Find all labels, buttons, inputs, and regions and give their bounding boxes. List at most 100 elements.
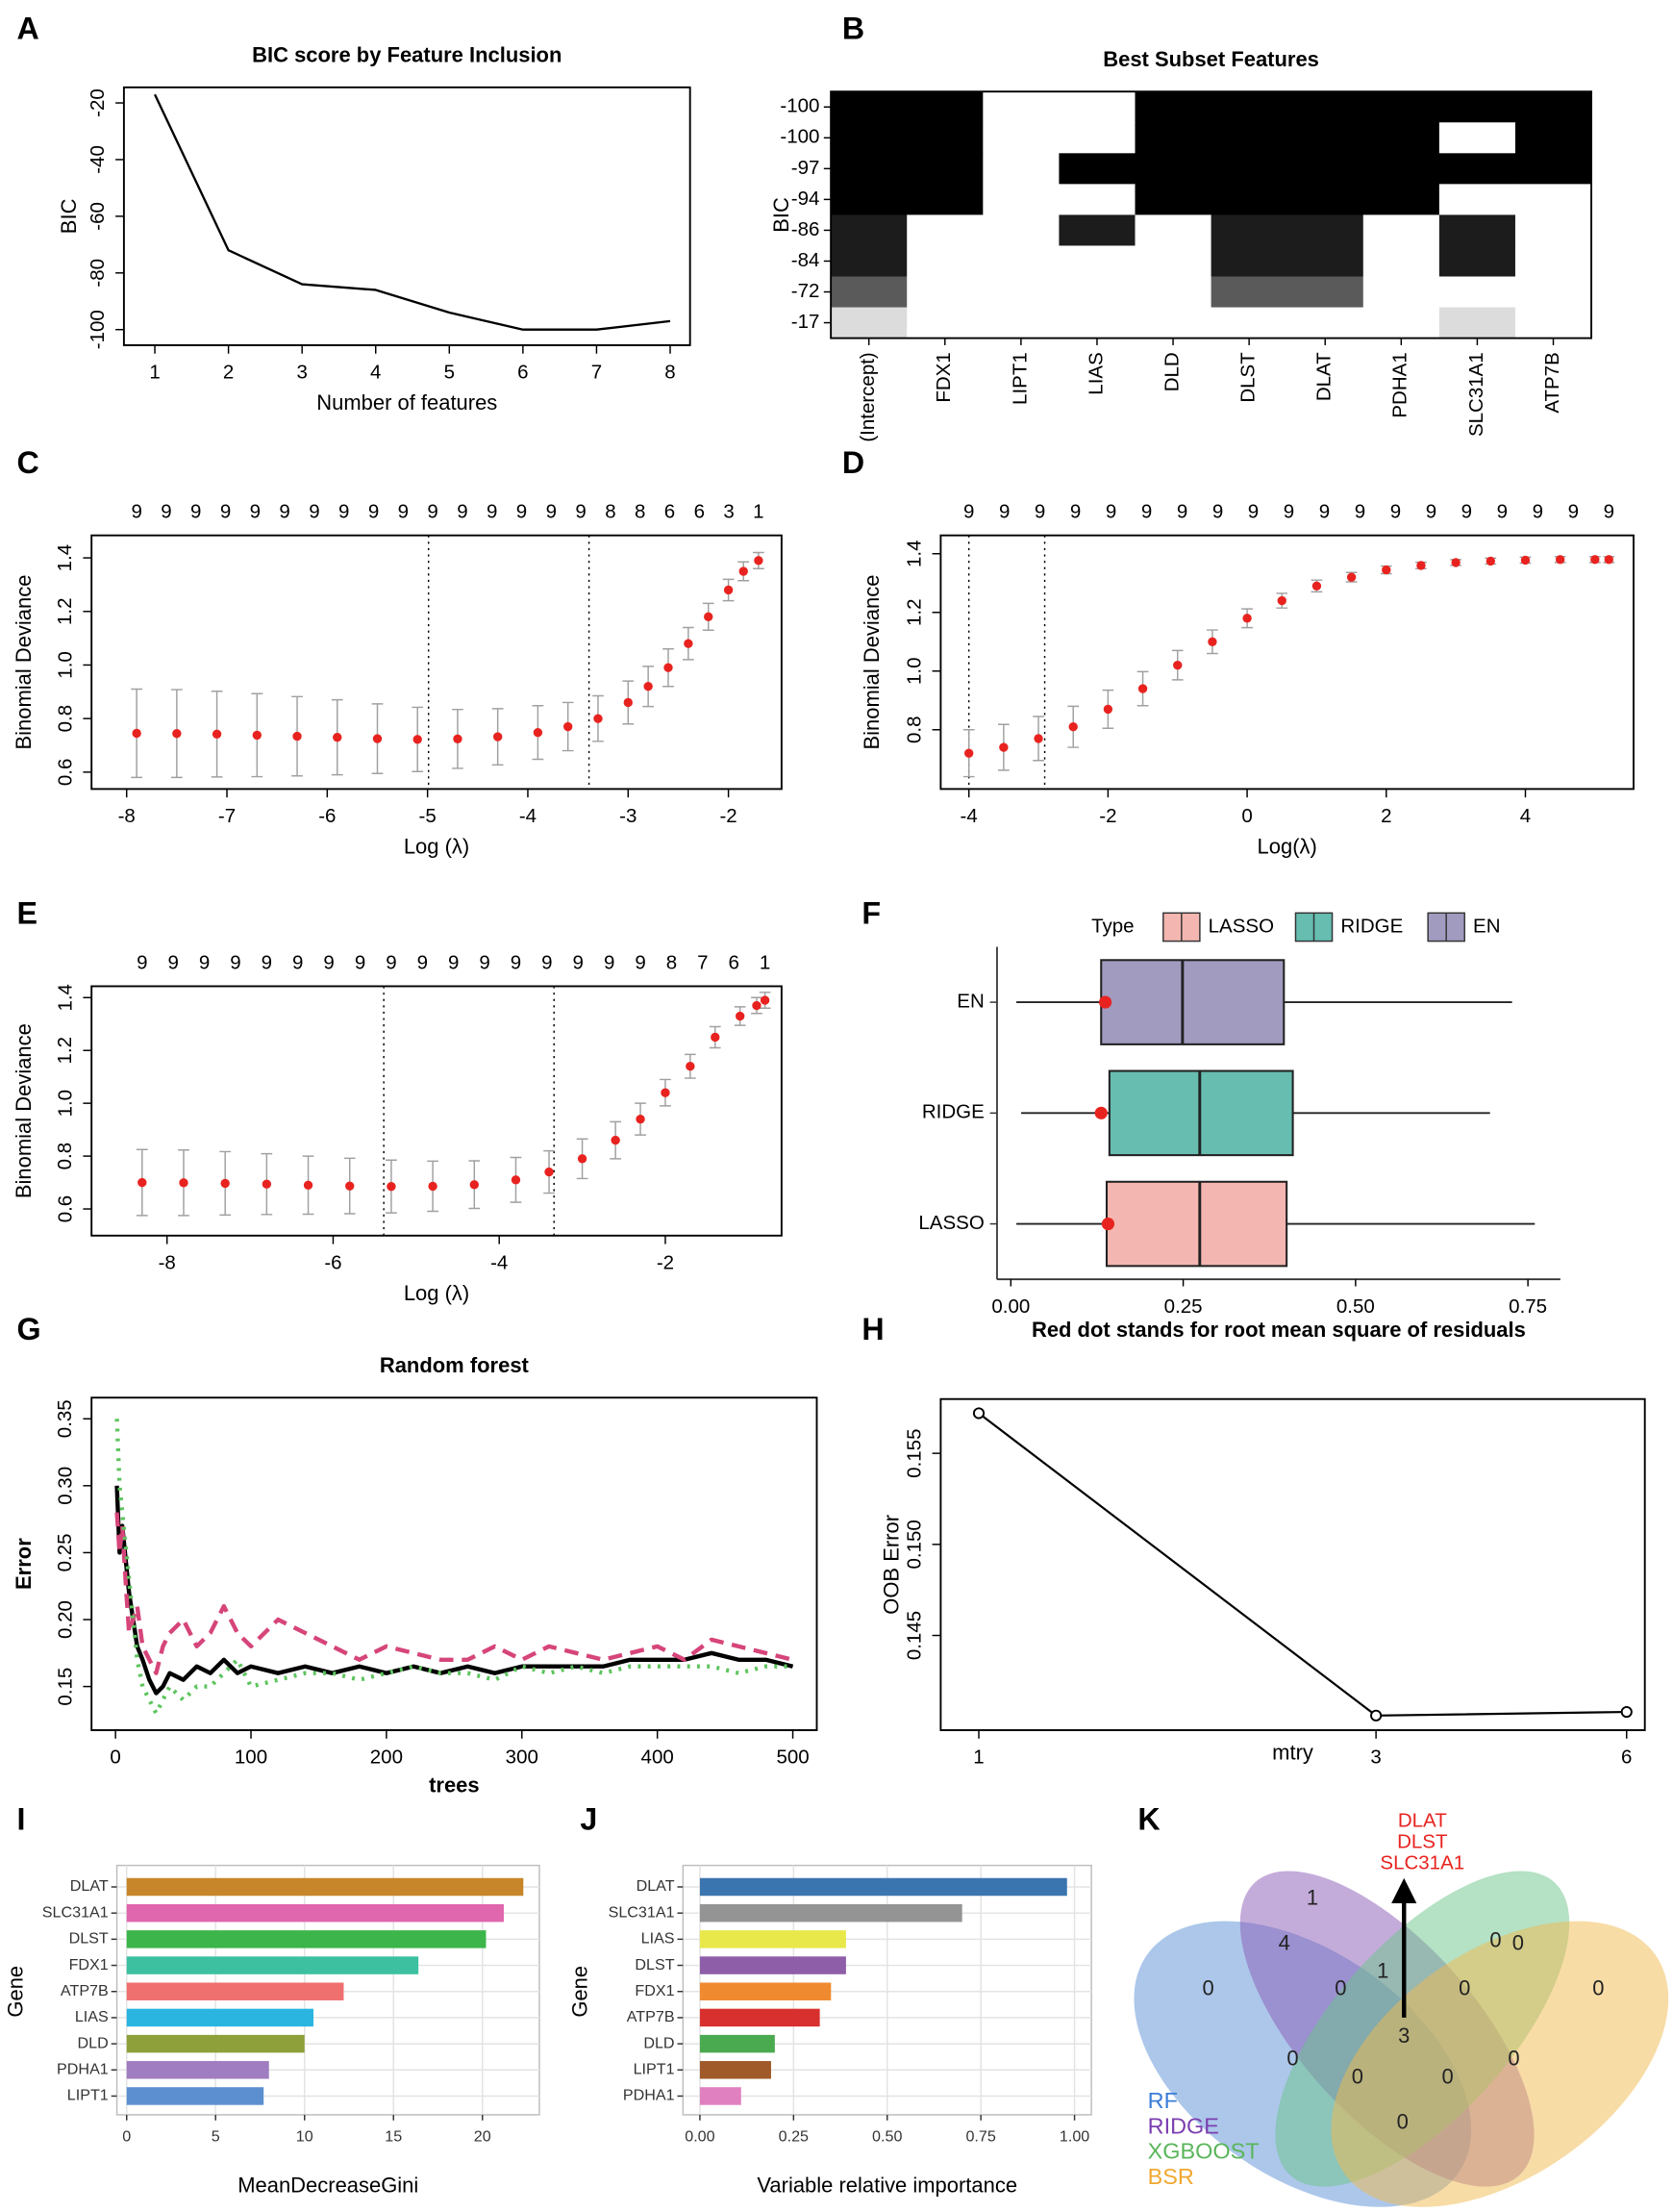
x-tick-label: 2 xyxy=(223,362,234,384)
category-label: LIPT1 xyxy=(634,2061,675,2078)
point xyxy=(684,639,693,648)
x-tick-label: -3 xyxy=(619,805,637,827)
x-tick-label: 0.50 xyxy=(1336,1295,1375,1318)
x-tick-label: 200 xyxy=(370,1747,403,1769)
cell xyxy=(831,122,908,154)
top-label: 1 xyxy=(753,501,763,523)
x-tick-label: -6 xyxy=(318,805,336,827)
category-label: FDX1 xyxy=(635,1982,674,1999)
x-tick-label: -4 xyxy=(961,805,978,827)
y-tick-label: 1.4 xyxy=(54,544,76,572)
y-tick-label: 0.20 xyxy=(54,1600,76,1639)
top-label: 9 xyxy=(1070,501,1081,523)
point xyxy=(963,748,974,758)
point xyxy=(492,732,503,742)
cell xyxy=(907,245,984,278)
top-label: 9 xyxy=(279,501,289,523)
column-label: (Intercept) xyxy=(857,352,879,441)
top-label: 9 xyxy=(190,501,201,523)
cell xyxy=(1514,245,1592,278)
cell xyxy=(1362,276,1440,309)
category-label: DLAT xyxy=(637,1877,675,1895)
x-tick-label: -2 xyxy=(1099,805,1116,827)
point xyxy=(1173,660,1183,670)
point xyxy=(1137,684,1148,693)
point xyxy=(1604,555,1613,565)
plot-frame xyxy=(90,1396,818,1731)
cell xyxy=(1135,184,1212,215)
top-label: 9 xyxy=(575,501,586,523)
point xyxy=(1242,614,1252,623)
point xyxy=(137,1177,147,1188)
x-tick-label: 0.00 xyxy=(991,1295,1030,1318)
region-count: 1 xyxy=(1307,1886,1318,1910)
x-tick-label: -4 xyxy=(490,1251,508,1273)
x-tick-label: 4 xyxy=(1520,805,1531,827)
cell xyxy=(1286,245,1364,278)
x-tick-label: 4 xyxy=(370,362,381,384)
x-tick-label: 0.75 xyxy=(1509,1295,1547,1318)
cell xyxy=(1362,307,1440,339)
cell xyxy=(1059,245,1136,278)
chart-title: BIC score by Feature Inclusion xyxy=(252,42,562,66)
rmse-point xyxy=(1098,995,1112,1009)
bar xyxy=(126,1930,487,1948)
point xyxy=(972,1407,986,1420)
plot-frame xyxy=(939,534,1635,791)
point xyxy=(412,735,422,744)
category-label: DLAT xyxy=(70,1877,109,1895)
row-label: -100 xyxy=(780,95,819,117)
cell xyxy=(1514,91,1592,123)
cell xyxy=(1362,91,1440,123)
point xyxy=(1370,1709,1383,1722)
box xyxy=(1105,1180,1288,1268)
y-axis-label: Gene xyxy=(3,1966,27,2018)
column-label: LIPT1 xyxy=(1009,352,1031,405)
top-label: 9 xyxy=(635,951,645,973)
top-label: 9 xyxy=(398,501,409,523)
column-label: PDHA1 xyxy=(1389,352,1411,417)
top-label: 9 xyxy=(541,951,552,973)
cell xyxy=(1438,184,1516,215)
top-label: 9 xyxy=(137,951,147,973)
bar xyxy=(699,2087,741,2105)
panel-letter: E xyxy=(17,896,37,931)
y-axis-label: Binomial Deviance xyxy=(12,1023,36,1198)
x-tick-label: 15 xyxy=(385,2128,402,2146)
category-label: DLST xyxy=(635,1956,674,1973)
y-tick-label: 0.6 xyxy=(54,1195,76,1223)
x-tick-label: -8 xyxy=(118,805,136,827)
x-tick-label: 6 xyxy=(517,362,528,384)
top-label: 9 xyxy=(963,501,974,523)
annotation: SLC31A1 xyxy=(1380,1852,1464,1874)
region-count: 0 xyxy=(1512,1930,1524,1954)
series-line xyxy=(114,1512,794,1675)
cell xyxy=(831,307,908,339)
top-label: 9 xyxy=(1390,501,1401,523)
x-tick-label: 20 xyxy=(474,2128,491,2146)
region-count: 0 xyxy=(1442,2065,1454,2089)
x-tick-label: 0.25 xyxy=(779,2128,809,2146)
top-label: 9 xyxy=(511,951,521,973)
cell xyxy=(983,153,1060,185)
column-label: DLST xyxy=(1237,352,1260,403)
y-tick-label: -40 xyxy=(87,145,109,174)
top-label: 7 xyxy=(697,951,708,973)
x-tick-label: 2 xyxy=(1381,805,1391,827)
y-tick-label: -80 xyxy=(87,259,109,288)
panel-letter: J xyxy=(580,1802,597,1837)
y-axis-label: Error xyxy=(12,1538,36,1590)
category-label: LASSO xyxy=(918,1212,984,1234)
y-tick-label: 0.35 xyxy=(54,1399,76,1438)
top-label: 8 xyxy=(605,501,615,523)
row-label: -97 xyxy=(791,157,820,179)
cell xyxy=(831,245,908,278)
category-label: DLD xyxy=(78,2034,109,2051)
top-label: 9 xyxy=(1568,501,1579,523)
bar xyxy=(126,1956,419,1974)
cell xyxy=(1059,91,1136,123)
plot-frame xyxy=(939,1397,1646,1731)
category-label: DLD xyxy=(643,2034,674,2051)
x-tick-label: 3 xyxy=(1370,1747,1381,1769)
y-axis-label: BIC xyxy=(57,198,81,234)
